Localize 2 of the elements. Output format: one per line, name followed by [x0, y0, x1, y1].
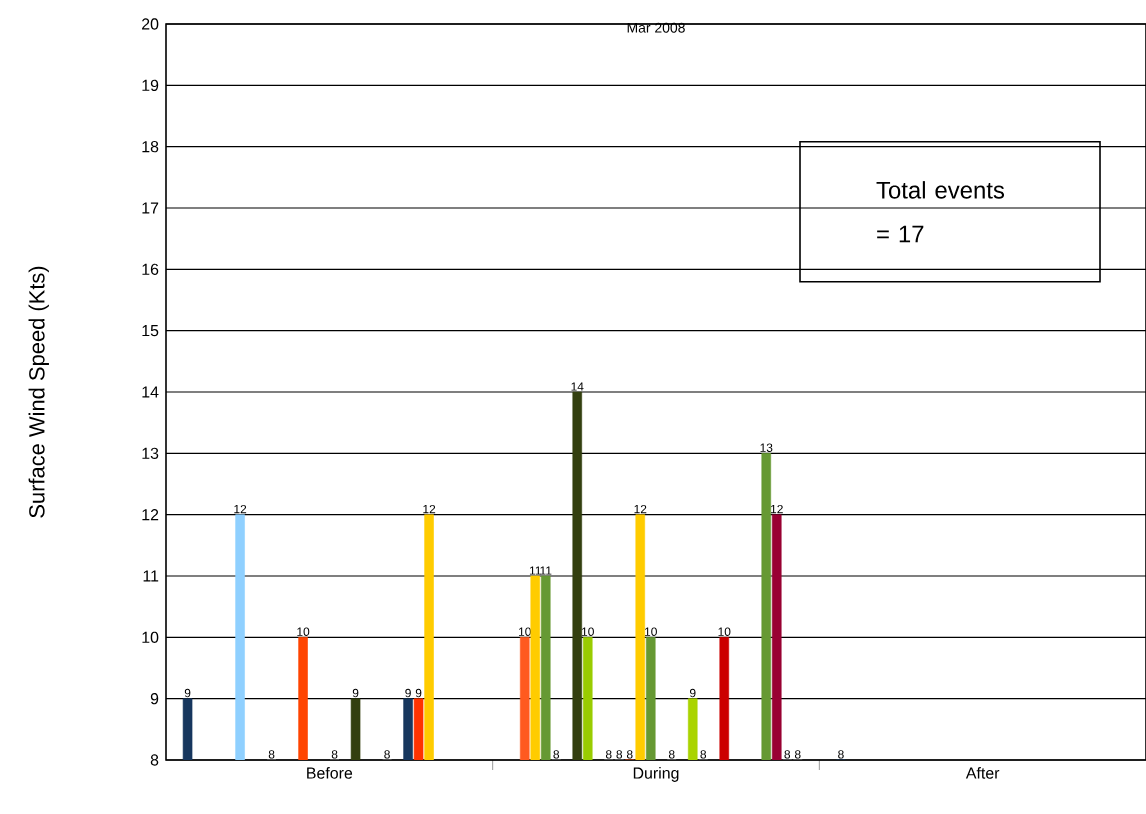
annotation: Total events = 17	[876, 181, 1005, 243]
y-axis-title: Surface Wind Speed (Kts)	[28, 266, 49, 518]
